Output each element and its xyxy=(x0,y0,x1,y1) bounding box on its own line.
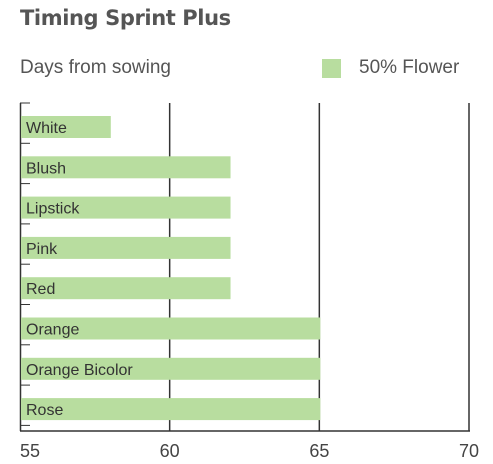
bar-category-label: Pink xyxy=(26,241,58,258)
legend: 50% Flower xyxy=(322,57,459,79)
bar-category-label: Blush xyxy=(26,160,66,177)
x-tick-label: 70 xyxy=(459,441,479,461)
bar xyxy=(21,196,231,219)
bar-category-label: Orange xyxy=(26,322,79,339)
legend-swatch xyxy=(322,58,341,78)
legend-label: 50% Flower xyxy=(359,57,460,78)
bar xyxy=(21,277,231,300)
bar xyxy=(21,317,321,340)
bar xyxy=(21,357,321,380)
chart-title: Timing Sprint Plus xyxy=(20,6,231,30)
x-tick-label: 65 xyxy=(309,441,329,461)
bar-category-label: Orange Bicolor xyxy=(26,362,133,379)
bar xyxy=(21,116,111,138)
bar-category-label: Lipstick xyxy=(26,201,80,218)
bar xyxy=(21,156,231,179)
bar-category-label: Rose xyxy=(26,402,63,419)
axis-subtitle: Days from sowing xyxy=(20,57,171,78)
x-tick-label: 55 xyxy=(20,441,40,461)
x-tick-label: 60 xyxy=(160,441,180,461)
bar-category-label: White xyxy=(26,120,67,137)
bar xyxy=(21,398,321,421)
bar xyxy=(21,236,231,259)
bar-category-label: Red xyxy=(26,281,55,298)
